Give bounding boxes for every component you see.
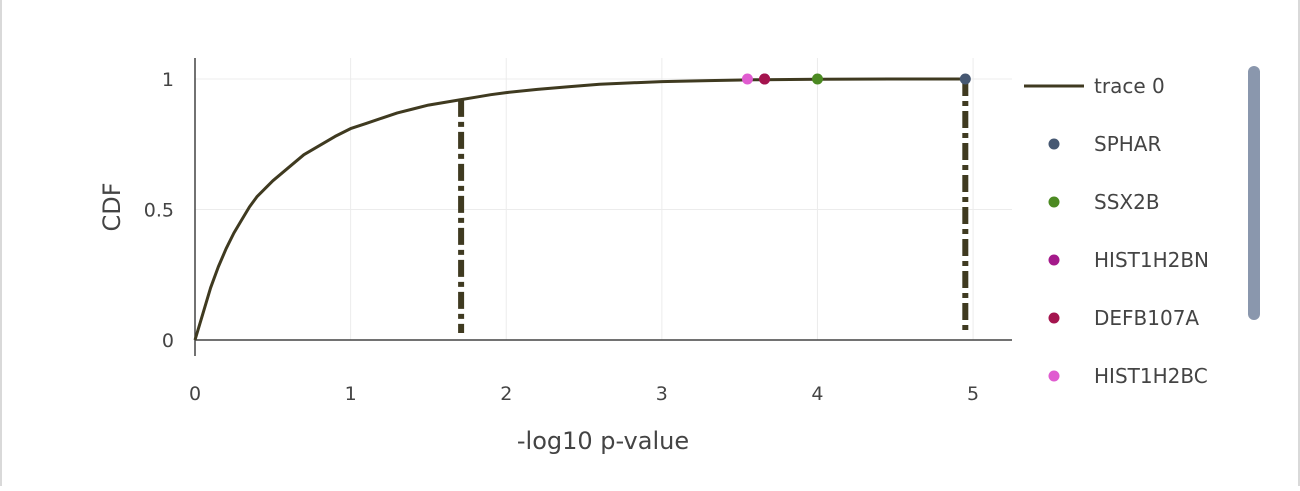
legend-label: DEFB107A <box>1094 306 1199 330</box>
tick-labels: 0 1 2 3 4 5 0 0.5 1 <box>144 69 979 405</box>
legend-marker <box>1048 312 1060 324</box>
legend[interactable]: trace 0 SPHAR SSX2B HIST1H2BN DEFB107A HIST1H… <box>1024 74 1209 388</box>
axes <box>194 58 1012 356</box>
gene-point-ssx2b <box>811 73 823 85</box>
x-tick-label: 5 <box>967 383 979 405</box>
legend-label: SPHAR <box>1094 132 1161 156</box>
y-tick-label: 0 <box>162 330 174 352</box>
legend-marker <box>1048 370 1060 382</box>
grid <box>195 58 1012 340</box>
y-axis-label: CDF <box>98 182 126 231</box>
x-tick-label: 0 <box>189 383 201 405</box>
legend-marker <box>1048 196 1060 208</box>
x-axis-label: -log10 p-value <box>517 427 689 455</box>
y-tick-label: 0.5 <box>144 200 174 222</box>
cdf-curve <box>193 77 966 341</box>
legend-marker <box>1048 138 1060 150</box>
gene-point-defb107a <box>759 73 771 85</box>
gene-point-sphar <box>959 73 971 85</box>
legend-marker <box>1048 254 1060 266</box>
legend-label: trace 0 <box>1094 74 1165 98</box>
x-tick-label: 4 <box>811 383 823 405</box>
cdf-curve-group <box>193 77 966 341</box>
legend-label: SSX2B <box>1094 190 1160 214</box>
y-tick-label: 1 <box>162 69 174 91</box>
x-tick-label: 2 <box>500 383 512 405</box>
gene-point-hist1h2bc <box>741 73 753 85</box>
x-tick-label: 1 <box>345 383 357 405</box>
legend-scrollbar[interactable] <box>1248 66 1260 320</box>
x-tick-label: 3 <box>656 383 668 405</box>
threshold-lines <box>458 79 969 333</box>
gene-points <box>741 73 971 85</box>
legend-label: HIST1H2BN <box>1094 248 1209 272</box>
legend-label: HIST1H2BC <box>1094 364 1208 388</box>
